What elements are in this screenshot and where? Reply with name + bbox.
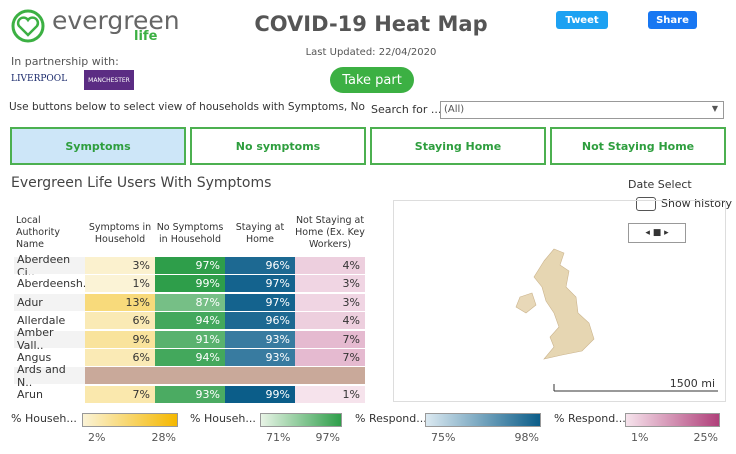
legend-label: % Respond... bbox=[554, 412, 626, 425]
map-scale: 1500 mi bbox=[669, 377, 715, 390]
row-name: Amber Vall.. bbox=[14, 326, 85, 352]
share-button[interactable]: Share bbox=[648, 11, 697, 29]
instructions: Use buttons below to select view of hous… bbox=[9, 101, 365, 113]
legend-max: 98% bbox=[514, 431, 539, 444]
view-tab[interactable]: Symptoms bbox=[10, 127, 186, 165]
legend-label: % Respond... bbox=[355, 412, 427, 425]
logo-icon bbox=[11, 9, 45, 43]
column-header: Not Staying at Home (Ex. Key Workers) bbox=[295, 215, 365, 250]
date-select-label: Date Select bbox=[628, 178, 692, 191]
heat-cell: 96% bbox=[225, 257, 295, 274]
heat-cell: 93% bbox=[225, 349, 295, 366]
heat-cell: 3% bbox=[295, 293, 365, 311]
partner-logo: MANCHESTER bbox=[84, 70, 134, 90]
column-header: No Symptoms in Household bbox=[156, 222, 224, 245]
heat-cell: 9% bbox=[85, 330, 155, 348]
heat-cell: 1% bbox=[295, 385, 365, 403]
heat-cell: 97% bbox=[225, 293, 295, 311]
legend-ramp bbox=[82, 413, 178, 427]
heat-cell: 97% bbox=[155, 257, 225, 274]
heat-cell: 7% bbox=[295, 349, 365, 366]
search-dropdown[interactable]: (All) ▼ bbox=[440, 101, 724, 119]
column-header: Symptoms in Household bbox=[88, 222, 152, 245]
legend-min: 71% bbox=[266, 431, 291, 444]
row-name: Aberdeen Ci.. bbox=[14, 253, 85, 279]
heat-cell: 4% bbox=[295, 312, 365, 330]
search-label: Search for ... bbox=[371, 103, 442, 116]
legend-max: 97% bbox=[315, 431, 340, 444]
view-tab[interactable]: Staying Home bbox=[370, 127, 546, 165]
heat-cell: 93% bbox=[155, 385, 225, 403]
heat-cell: 1% bbox=[85, 275, 155, 293]
logo-text: evergreen bbox=[52, 6, 180, 35]
legend-ramp bbox=[260, 413, 342, 427]
legend-min: 75% bbox=[431, 431, 456, 444]
logo-sub: life bbox=[134, 29, 158, 44]
player-controls[interactable]: ◂ ■ ▸ bbox=[628, 223, 686, 243]
map-shape bbox=[515, 248, 718, 392]
legend-label: % Househ... bbox=[190, 412, 256, 425]
legend-min: 2% bbox=[88, 431, 106, 444]
heat-cell: 7% bbox=[85, 385, 155, 403]
heat-cell: 6% bbox=[85, 312, 155, 330]
heat-cell: 4% bbox=[295, 257, 365, 274]
heat-cell: 3% bbox=[295, 275, 365, 293]
heat-cell: 96% bbox=[225, 312, 295, 330]
view-tab[interactable]: Not Staying Home bbox=[550, 127, 726, 165]
map: 1500 mi bbox=[393, 200, 726, 402]
column-header: Staying at Home bbox=[235, 222, 285, 245]
row-name: Ards and N.. bbox=[14, 363, 85, 389]
no-data-bar bbox=[85, 367, 365, 385]
heat-cell: 3% bbox=[85, 257, 155, 274]
row-name: Angus bbox=[14, 349, 85, 366]
tweet-button[interactable]: Tweet bbox=[556, 11, 608, 29]
search-value: (All) bbox=[444, 104, 465, 115]
legend-label: % Househ... bbox=[11, 412, 77, 425]
legend-max: 28% bbox=[151, 431, 176, 444]
row-name: Arun bbox=[14, 385, 85, 403]
partnership: In partnership with: bbox=[11, 55, 119, 68]
heat-cell: 91% bbox=[155, 330, 225, 348]
heat-cell: 94% bbox=[155, 312, 225, 330]
take-part-button[interactable]: Take part bbox=[330, 67, 414, 93]
heat-cell: 6% bbox=[85, 349, 155, 366]
heat-cell: 97% bbox=[225, 275, 295, 293]
row-name: Aberdeensh.. bbox=[14, 275, 90, 293]
heat-cell: 99% bbox=[225, 385, 295, 403]
legend-ramp bbox=[425, 413, 541, 427]
heat-cell: 93% bbox=[225, 330, 295, 348]
row-name: Adur bbox=[14, 293, 85, 311]
view-tab[interactable]: No symptoms bbox=[190, 127, 366, 165]
heat-cell: 99% bbox=[155, 275, 225, 293]
heat-cell: 7% bbox=[295, 330, 365, 348]
updated: Last Updated: 22/04/2020 bbox=[305, 47, 437, 58]
partner-logo: LIVERPOOL bbox=[11, 74, 68, 84]
legend-max: 25% bbox=[693, 431, 718, 444]
history-toggle[interactable] bbox=[636, 197, 656, 211]
heat-cell: 87% bbox=[155, 293, 225, 311]
legend-ramp bbox=[625, 413, 720, 427]
heat-cell: 13% bbox=[85, 293, 155, 311]
section-title: Evergreen Life Users With Symptoms bbox=[11, 175, 272, 191]
legend-min: 1% bbox=[631, 431, 649, 444]
column-header: Local Authority Name bbox=[16, 215, 60, 250]
row-name: Allerdale bbox=[14, 312, 85, 330]
heat-cell: 94% bbox=[155, 349, 225, 366]
title: COVID-19 Heat Map bbox=[254, 12, 488, 36]
